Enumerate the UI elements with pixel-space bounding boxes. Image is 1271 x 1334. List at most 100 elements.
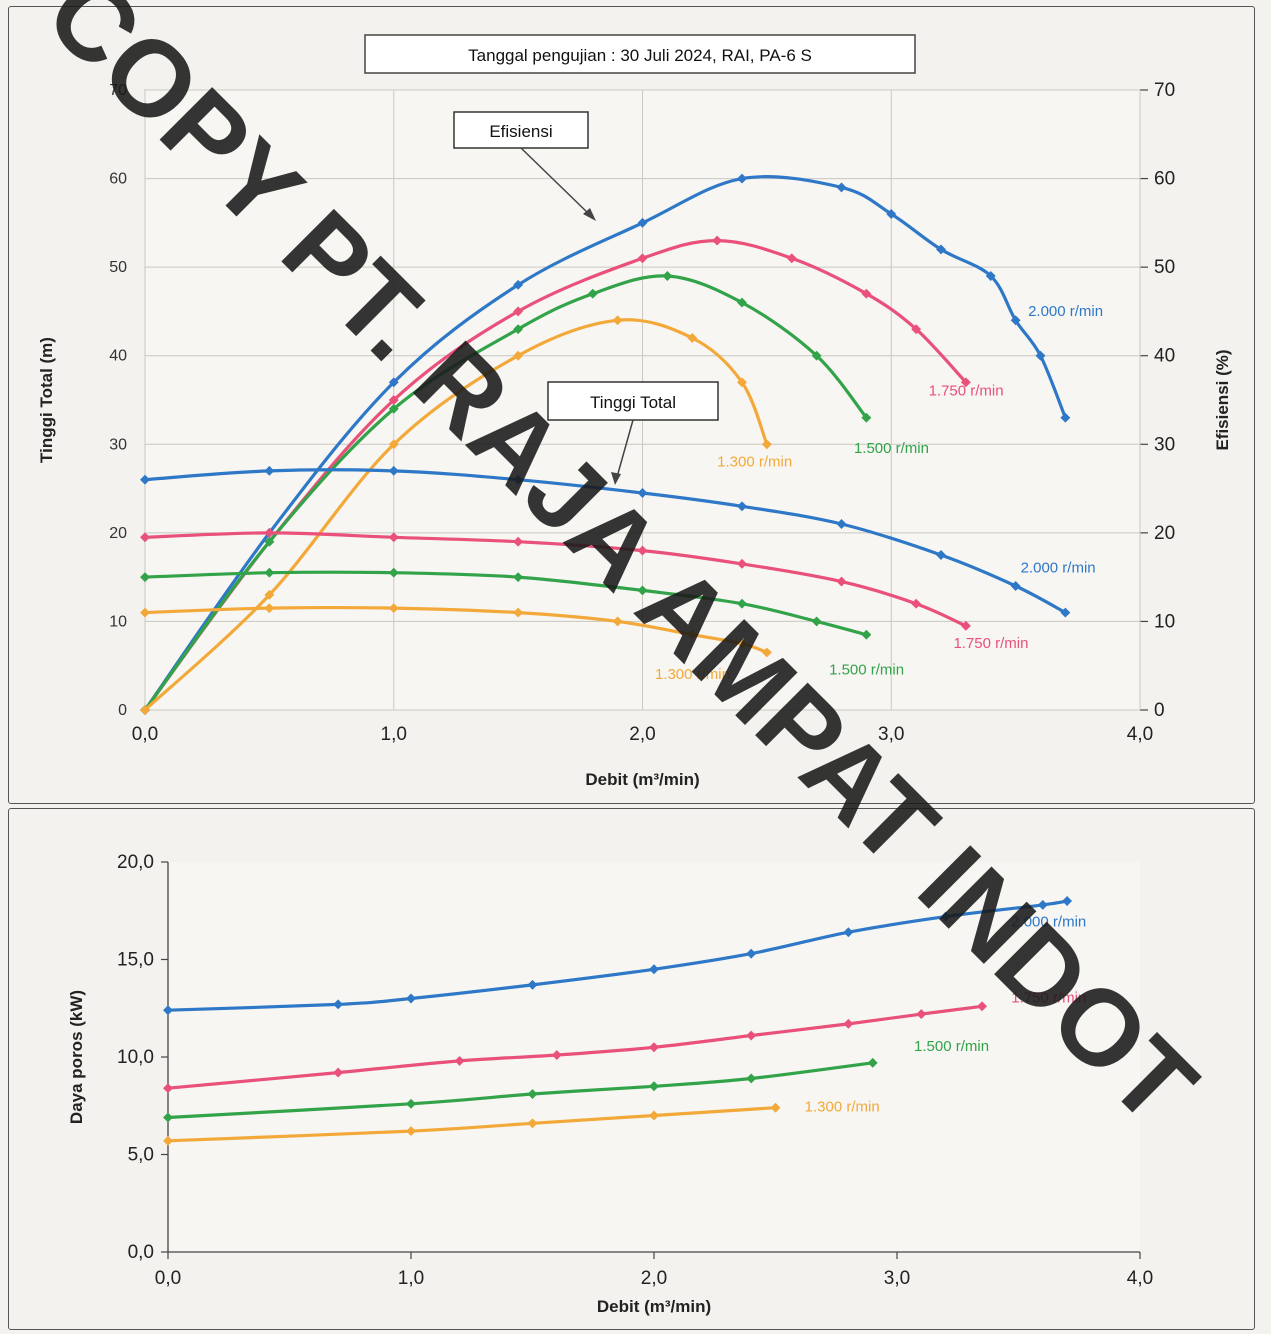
top-data-point xyxy=(861,288,872,299)
top-data-point xyxy=(886,209,897,219)
bottom-series-3 xyxy=(163,1102,781,1146)
top-data-point xyxy=(737,598,747,609)
top-chart-frame xyxy=(8,6,1255,804)
top-series-line xyxy=(143,531,968,628)
top-data-point xyxy=(737,377,747,388)
top-data-point xyxy=(513,324,524,335)
top-speed-label: 2.000 r/min xyxy=(1028,303,1103,320)
bottom-series-1 xyxy=(163,1001,987,1094)
bottom-series-line xyxy=(166,899,1069,1012)
top-y-left-tick: 60 xyxy=(109,171,127,188)
bottom-data-point xyxy=(1062,896,1073,906)
top-speed-label: 1.300 r/min xyxy=(655,666,730,683)
top-data-point xyxy=(836,519,847,529)
top-data-point xyxy=(687,629,698,640)
bottom-chart-frame xyxy=(8,808,1255,1330)
bottom-data-point xyxy=(649,1110,659,1121)
bottom-x-axis-title: Debit (m³/min) xyxy=(597,1297,711,1316)
top-data-point xyxy=(761,647,772,658)
top-y-left-tick: 20 xyxy=(109,525,127,542)
bottom-series-line xyxy=(166,1106,778,1143)
top-data-point xyxy=(737,501,747,512)
bottom-series-2 xyxy=(163,1057,878,1123)
bottom-speed-label: 1.300 r/min xyxy=(805,1099,880,1116)
top-y-left-axis-title: Tinggi Total (m) xyxy=(37,337,56,463)
top-y-left-tick: 10 xyxy=(109,613,127,630)
bottom-data-point xyxy=(746,1030,757,1041)
top-y-right-tick: 50 xyxy=(1154,257,1175,278)
top-data-point xyxy=(637,545,648,556)
top-data-point xyxy=(513,536,524,547)
top-data-point xyxy=(836,576,847,587)
test-info-box: Tanggal pengujian : 30 Juli 2024, RAI, P… xyxy=(364,34,916,74)
top-data-point xyxy=(1060,607,1071,618)
top-x-tick: 3,0 xyxy=(878,724,904,745)
bottom-data-point xyxy=(163,1112,173,1123)
top-speed-label: 1.750 r/min xyxy=(953,635,1028,652)
top-data-point xyxy=(513,607,524,618)
top-data-point xyxy=(513,474,524,485)
top-data-point xyxy=(637,585,648,596)
bottom-plot-area xyxy=(168,862,1140,1252)
bottom-data-point xyxy=(940,911,951,922)
top-y-right-tick: 60 xyxy=(1154,169,1175,190)
top-y-right-tick: 40 xyxy=(1154,346,1175,367)
top-speed-label: 1.750 r/min xyxy=(929,383,1004,400)
top-series-efficiency-2 xyxy=(140,271,872,715)
top-y-right-tick: 30 xyxy=(1154,434,1175,455)
bottom-data-point xyxy=(163,1135,173,1146)
top-data-point xyxy=(1010,581,1021,591)
top-data-point xyxy=(761,439,772,450)
top-series-efficiency-3 xyxy=(140,315,772,715)
top-data-point xyxy=(1035,350,1046,361)
top-data-point xyxy=(140,474,150,485)
top-x-tick: 0,0 xyxy=(132,724,158,745)
top-data-point xyxy=(911,324,922,335)
top-series-head-6 xyxy=(140,567,872,640)
top-y-right-tick: 70 xyxy=(1154,80,1175,101)
bottom-data-point xyxy=(843,927,854,938)
top-y-left-tick: 0 xyxy=(118,702,127,719)
top-speed-label: 1.300 r/min xyxy=(717,453,792,470)
test-info-text: Tanggal pengujian : 30 Juli 2024, RAI, P… xyxy=(468,46,812,65)
head-annotation: Tinggi Total xyxy=(547,381,719,485)
top-data-point xyxy=(264,589,275,600)
top-data-point xyxy=(861,412,872,423)
top-data-point xyxy=(140,607,150,618)
top-data-point xyxy=(687,333,698,343)
efficiency-label: Efisiensi xyxy=(489,122,552,141)
top-data-point xyxy=(388,603,399,614)
bottom-speed-label: 1.750 r/min xyxy=(1011,989,1086,1006)
top-data-point xyxy=(513,279,524,290)
top-data-point xyxy=(264,567,275,578)
top-data-point xyxy=(811,350,822,361)
top-data-point xyxy=(612,315,623,326)
top-x-tick: 1,0 xyxy=(381,724,407,745)
top-x-tick: 2,0 xyxy=(629,724,655,745)
top-data-point xyxy=(388,403,399,414)
top-data-point xyxy=(911,598,922,609)
top-data-point xyxy=(388,465,399,476)
bottom-data-point xyxy=(406,1126,416,1137)
top-data-point xyxy=(140,572,150,583)
bottom-data-point xyxy=(746,948,757,959)
top-y-right-tick: 10 xyxy=(1154,611,1175,632)
bottom-x-tick: 3,0 xyxy=(884,1268,910,1289)
top-speed-label: 2.000 r/min xyxy=(1021,560,1096,577)
bottom-data-point xyxy=(746,1073,757,1084)
bottom-data-point xyxy=(916,1009,927,1020)
top-data-point xyxy=(737,173,747,184)
efficiency-annotation: Efisiensi xyxy=(453,111,596,221)
top-data-point xyxy=(960,620,971,631)
bottom-x-tick: 0,0 xyxy=(155,1268,181,1289)
top-speed-label: 1.500 r/min xyxy=(854,440,929,457)
top-data-point xyxy=(513,306,524,317)
bottom-speed-label: 2.000 r/min xyxy=(1011,913,1086,930)
bottom-data-point xyxy=(163,1005,173,1016)
top-data-point xyxy=(388,395,399,405)
top-data-point xyxy=(388,439,399,450)
top-data-point xyxy=(513,350,524,361)
top-data-point xyxy=(1010,315,1021,326)
top-data-point xyxy=(811,616,822,627)
bottom-y-tick: 5,0 xyxy=(128,1145,154,1166)
